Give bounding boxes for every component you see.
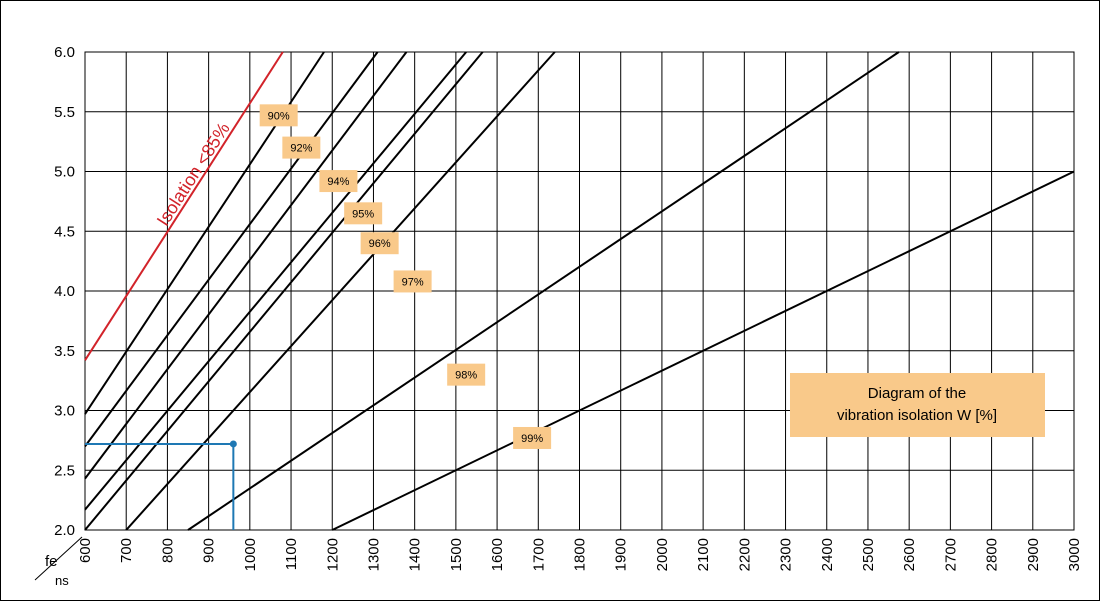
series-label: 99% [513, 426, 552, 449]
y-tick-label: 2.5 [54, 462, 75, 479]
x-tick-label: 1700 [530, 538, 547, 571]
x-tick-label: 1400 [407, 538, 424, 571]
series-labels: 90% 92% 94% 95% 96% 97% 98% 99% [259, 104, 552, 449]
series-line [187, 51, 900, 531]
series-label-text: 97% [402, 276, 424, 288]
series-line [84, 51, 379, 447]
y-axis-ticks: 2.0 2.5 3.0 3.5 4.0 4.5 5.0 5.5 6.0 [54, 44, 75, 539]
x-tick-label: 2200 [736, 538, 753, 571]
example-lookup [85, 440, 237, 530]
x-tick-label: 3000 [1066, 538, 1083, 571]
y-tick-label: 3.0 [54, 403, 75, 420]
series-label-text: 92% [290, 143, 312, 155]
series-label-text: 95% [352, 208, 374, 220]
x-tick-label: 900 [201, 538, 218, 563]
axis-corner-divider [34, 536, 83, 581]
series-line [84, 51, 484, 531]
grid [84, 51, 1075, 531]
series-label-box [447, 363, 486, 386]
example-point [229, 440, 237, 448]
y-tick-label: 4.0 [54, 283, 75, 300]
series-label: 98% [447, 363, 486, 386]
x-tick-label: 2400 [819, 538, 836, 571]
chart-title-line-1: Diagram of the [868, 385, 966, 402]
y-tick-label: 6.0 [54, 44, 75, 61]
x-tick-label: 2500 [860, 538, 877, 571]
series-label: 97% [393, 270, 432, 293]
y-tick-label: 5.0 [54, 164, 75, 181]
x-tick-label: 2600 [901, 538, 918, 571]
x-tick-label: 1100 [283, 538, 300, 570]
x-tick-label: 2000 [654, 538, 671, 571]
series-label: 94% [319, 170, 358, 193]
x-tick-label: 1600 [489, 538, 506, 571]
series-label-text: 94% [327, 176, 349, 188]
series-line [331, 170, 1075, 531]
series-label: 90% [259, 104, 298, 127]
series-line [84, 51, 467, 511]
series-label: 96% [360, 232, 399, 255]
series-label-text: 90% [268, 110, 290, 122]
series-label-box [344, 202, 383, 225]
x-tick-label: 1500 [448, 538, 465, 571]
x-tick-label: 700 [118, 538, 135, 563]
series-label-box [259, 104, 298, 127]
series-label-box [393, 270, 432, 293]
x-tick-label: 2800 [984, 538, 1001, 571]
x-tick-label: 2900 [1025, 538, 1042, 571]
x-axis-label: ns [55, 573, 69, 588]
series-label-text: 99% [521, 433, 543, 445]
x-tick-label: 600 [77, 538, 94, 563]
x-tick-label: 1800 [572, 538, 589, 571]
x-axis-ticks: 600 700 800 900 1000 1100 1200 1300 1400 1500 1600… [77, 538, 1083, 571]
x-tick-label: 2700 [942, 538, 959, 571]
series-label-box [319, 170, 358, 193]
series-label-text: 96% [369, 238, 391, 250]
series-label-box [282, 136, 321, 159]
y-tick-label: 5.5 [54, 104, 75, 121]
limit-line [84, 51, 284, 361]
x-tick-label: 1300 [365, 538, 382, 571]
x-tick-label: 2300 [778, 538, 795, 571]
title-box: Diagram of the vibration isolation W [%] [790, 373, 1045, 437]
series-label-box [360, 232, 399, 255]
x-tick-label: 1900 [613, 538, 630, 571]
y-tick-label: 3.5 [54, 343, 75, 360]
y-axis-label: fe [45, 553, 58, 570]
x-tick-label: 2100 [695, 538, 712, 571]
x-tick-label: 1200 [324, 538, 341, 571]
series-label: 95% [344, 202, 383, 225]
series-line [84, 51, 408, 480]
x-tick-label: 800 [159, 538, 176, 563]
plot-area-border [84, 51, 1075, 531]
series-label: 92% [282, 136, 321, 159]
y-tick-label: 4.5 [54, 223, 75, 240]
series-label-text: 98% [455, 370, 477, 382]
y-tick-label: 2.0 [54, 522, 75, 539]
x-tick-label: 1000 [242, 538, 259, 571]
series-line [125, 51, 556, 531]
series-label-box [513, 426, 552, 449]
chart-title-line-2: vibration isolation W [%] [837, 407, 997, 424]
